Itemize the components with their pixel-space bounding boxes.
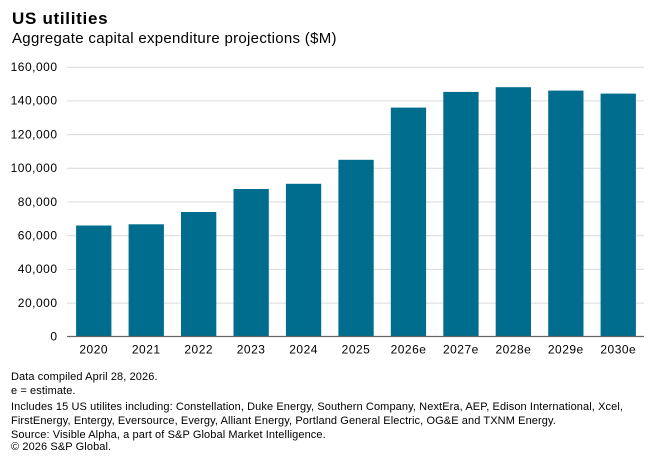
svg-text:140,000: 140,000 xyxy=(11,94,58,108)
svg-text:80,000: 80,000 xyxy=(18,195,58,209)
svg-text:40,000: 40,000 xyxy=(18,262,58,276)
svg-text:2020: 2020 xyxy=(79,343,108,357)
svg-text:2023: 2023 xyxy=(237,343,266,357)
svg-text:2026e: 2026e xyxy=(391,343,427,357)
svg-text:20,000: 20,000 xyxy=(18,296,58,310)
svg-text:2027e: 2027e xyxy=(443,343,479,357)
svg-text:60,000: 60,000 xyxy=(18,229,58,243)
svg-text:2025: 2025 xyxy=(342,343,371,357)
svg-text:2022: 2022 xyxy=(184,343,213,357)
svg-text:2030e: 2030e xyxy=(600,343,636,357)
svg-text:160,000: 160,000 xyxy=(11,60,58,74)
svg-text:100,000: 100,000 xyxy=(11,161,58,175)
svg-text:2024: 2024 xyxy=(289,343,318,357)
svg-text:0: 0 xyxy=(50,330,57,344)
svg-text:2028e: 2028e xyxy=(495,343,531,357)
svg-text:120,000: 120,000 xyxy=(11,127,58,141)
svg-text:2029e: 2029e xyxy=(548,343,584,357)
svg-text:2021: 2021 xyxy=(132,343,161,357)
